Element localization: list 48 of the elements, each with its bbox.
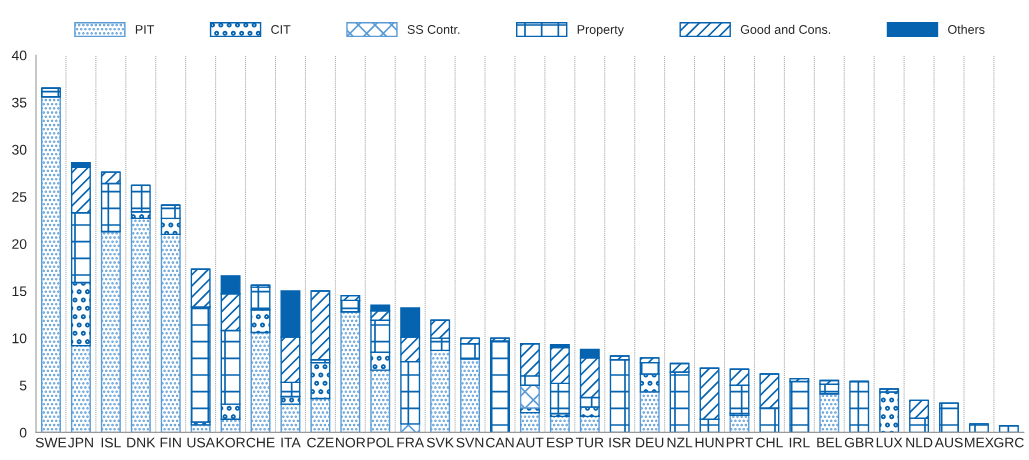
x-tick-label: NOR	[336, 437, 366, 448]
y-tick-label: 35	[12, 97, 27, 108]
x-tick-label: BEL	[817, 437, 842, 448]
legend-label: Property	[577, 25, 624, 37]
legend-label: SS Contr.	[407, 25, 460, 34]
x-tick-label: ITA	[281, 437, 301, 448]
x-tick-label: CAN	[486, 437, 514, 448]
x-tick-label: AUS	[934, 437, 963, 448]
legend-label: PIT	[135, 25, 155, 34]
x-tick-label: NZL	[667, 437, 693, 448]
x-tick-label: JPN	[68, 437, 93, 448]
y-tick-label: 0	[19, 427, 27, 438]
x-tick-label: TUR	[575, 437, 604, 448]
x-tick-label: ISR	[609, 437, 631, 448]
x-tick-label: DNK	[127, 437, 156, 448]
y-tick-label: 40	[11, 50, 27, 61]
y-tick-label: 5	[19, 380, 27, 391]
x-tick-label: HUN	[695, 437, 724, 448]
x-tick-label: KOR	[216, 437, 245, 448]
x-tick-label: CHL	[756, 437, 783, 448]
legend-label: Others	[948, 24, 985, 34]
x-tick-label: USA	[187, 437, 215, 448]
x-tick-label: SVK	[426, 437, 454, 448]
x-tick-label: DEU	[636, 437, 664, 448]
x-tick-label: SWE	[35, 437, 67, 448]
x-tick-label: MEX	[965, 437, 994, 448]
x-tick-label: AUT	[516, 437, 544, 448]
x-tick-label: LUX	[876, 437, 903, 448]
x-tick-label: CHE	[246, 437, 275, 448]
x-tick-label: FIN	[160, 437, 181, 448]
x-tick-label: FRA	[397, 437, 425, 448]
y-tick-label: 25	[12, 191, 27, 202]
x-tick-label: POL	[367, 437, 394, 448]
x-tick-label: GBR	[844, 437, 874, 448]
y-tick-label: 30	[12, 144, 27, 155]
y-tick-label: 10	[12, 333, 27, 344]
x-tick-label: SVN	[456, 437, 484, 448]
x-tick-label: IRL	[789, 437, 810, 448]
x-tick-label: CZE	[307, 437, 334, 448]
x-tick-label: GRC	[994, 437, 1024, 448]
x-tick-label: NLD	[906, 437, 933, 448]
legend-label: CIT	[271, 25, 291, 34]
x-tick-label: ESP	[547, 437, 574, 448]
y-tick-label: 15	[12, 286, 27, 297]
x-tick-label: PRT	[726, 437, 753, 448]
legend-label: Good and Cons.	[740, 24, 831, 34]
x-tick-label: ISL	[101, 437, 121, 448]
y-tick-label: 20	[12, 239, 27, 249]
